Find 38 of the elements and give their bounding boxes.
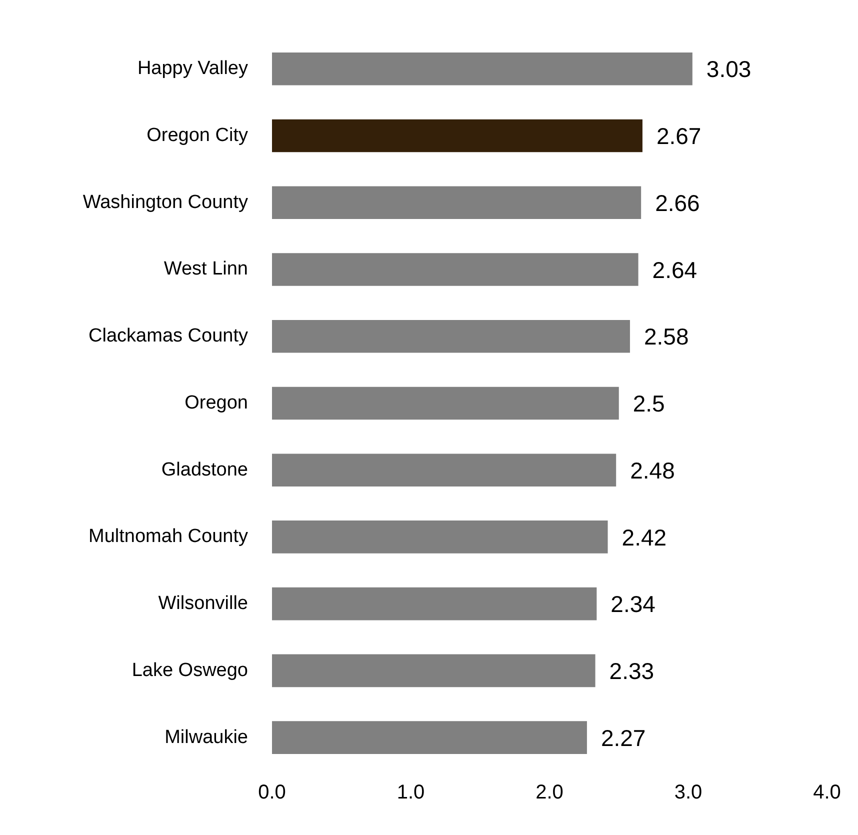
data-label: 2.33 xyxy=(609,658,654,684)
y-tick-label: Washington County xyxy=(82,192,248,213)
bar xyxy=(272,721,587,754)
y-tick-label: Oregon xyxy=(184,392,248,414)
x-tick-label: 3.0 xyxy=(674,782,702,804)
x-tick-label: 1.0 xyxy=(396,782,425,804)
data-label: 2.48 xyxy=(630,457,675,484)
x-tick-label: 4.0 xyxy=(813,782,841,804)
data-label: 2.67 xyxy=(656,123,702,150)
data-label: 2.34 xyxy=(610,591,656,618)
bar xyxy=(272,520,608,554)
bar xyxy=(272,186,642,219)
y-tick-label: West Linn xyxy=(164,258,248,280)
data-label: 2.27 xyxy=(600,724,646,751)
data-label: 2.66 xyxy=(655,190,700,216)
data-label: 2.58 xyxy=(644,324,689,350)
x-tick-label: 2.0 xyxy=(536,782,564,804)
bar xyxy=(272,52,692,86)
x-tick-label: 0.0 xyxy=(258,782,286,804)
bar xyxy=(272,386,619,420)
bar xyxy=(272,654,596,688)
data-label: 2.5 xyxy=(632,390,665,417)
bar xyxy=(272,253,638,286)
y-tick-label: Milwaukie xyxy=(164,726,248,748)
bar xyxy=(272,119,642,152)
data-label: 3.03 xyxy=(706,56,752,82)
y-tick-label: Oregon City xyxy=(146,124,248,146)
y-tick-label: Lake Oswego xyxy=(132,660,248,681)
y-tick-label: Clackamas County xyxy=(88,326,248,347)
y-tick-label: Multnomah County xyxy=(88,526,248,548)
y-tick-label: Wilsonville xyxy=(158,593,248,614)
bar xyxy=(272,454,616,486)
data-label: 2.64 xyxy=(652,256,698,283)
bar xyxy=(272,320,630,353)
data-label: 2.42 xyxy=(622,524,667,550)
bar xyxy=(272,587,597,620)
y-tick-label: Gladstone xyxy=(161,459,248,480)
y-tick-label: Happy Valley xyxy=(137,58,248,80)
